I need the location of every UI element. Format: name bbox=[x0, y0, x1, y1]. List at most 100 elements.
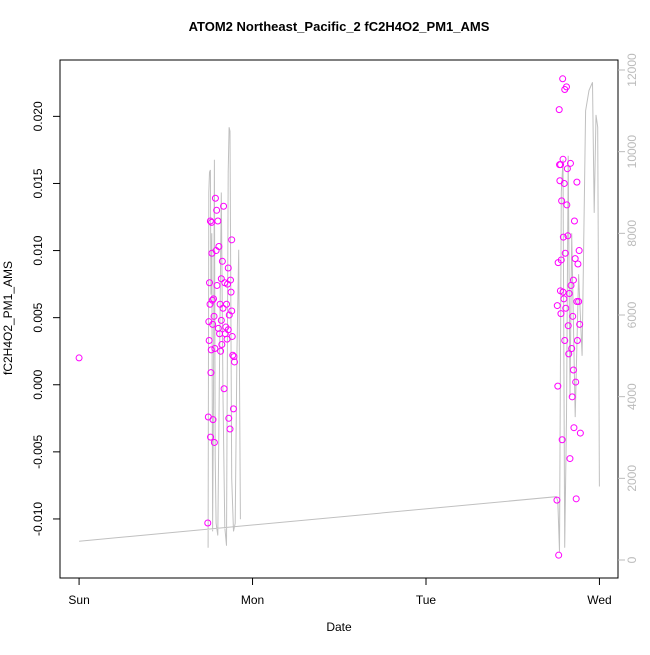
point bbox=[224, 326, 232, 334]
point bbox=[553, 496, 561, 504]
y2-tick-label: 4000 bbox=[625, 383, 639, 410]
point bbox=[207, 433, 215, 441]
point bbox=[562, 304, 570, 312]
point bbox=[559, 288, 567, 296]
y-tick-label: 0.020 bbox=[31, 101, 45, 131]
point bbox=[206, 217, 214, 225]
point bbox=[209, 416, 217, 424]
y2-tick-label: 2000 bbox=[625, 465, 639, 492]
point bbox=[214, 217, 222, 225]
point bbox=[228, 236, 236, 244]
point bbox=[573, 336, 581, 344]
point bbox=[227, 276, 235, 284]
point bbox=[560, 295, 568, 303]
point bbox=[75, 354, 83, 362]
x-tick-label: Tue bbox=[416, 593, 437, 607]
point bbox=[564, 232, 572, 240]
point bbox=[211, 345, 219, 353]
y2-tick-label: 10000 bbox=[625, 135, 639, 169]
y2-tick-label: 12000 bbox=[625, 53, 639, 87]
point bbox=[555, 551, 563, 559]
point bbox=[207, 346, 215, 354]
point bbox=[574, 260, 582, 268]
x-tick-label: Mon bbox=[241, 593, 264, 607]
point bbox=[217, 275, 225, 283]
x-tick-label: Wed bbox=[587, 593, 611, 607]
x-tick-label: Sun bbox=[68, 593, 89, 607]
y-axis-label: fC2H4O2_PM1_AMS bbox=[1, 261, 15, 375]
point bbox=[571, 255, 579, 263]
point bbox=[576, 429, 584, 437]
point bbox=[563, 165, 571, 173]
y-tick-label: 0.015 bbox=[31, 168, 45, 198]
point bbox=[572, 495, 580, 503]
point bbox=[557, 256, 565, 264]
point bbox=[220, 202, 228, 210]
point bbox=[213, 281, 221, 289]
y-tick-label: -0.005 bbox=[31, 435, 45, 469]
point bbox=[560, 179, 568, 187]
point bbox=[208, 296, 216, 304]
point bbox=[573, 178, 581, 186]
point bbox=[554, 382, 562, 390]
point bbox=[562, 83, 570, 91]
point bbox=[568, 393, 576, 401]
point bbox=[553, 302, 561, 310]
point bbox=[566, 455, 574, 463]
x-axis-label: Date bbox=[326, 620, 352, 634]
point bbox=[570, 424, 578, 432]
y-tick-label: 0.010 bbox=[31, 235, 45, 265]
point bbox=[218, 340, 226, 348]
point bbox=[225, 414, 233, 422]
point bbox=[576, 320, 584, 328]
point bbox=[565, 350, 573, 358]
point bbox=[228, 332, 236, 340]
point bbox=[210, 438, 218, 446]
y-tick-label: 0.000 bbox=[31, 369, 45, 399]
point bbox=[219, 304, 227, 312]
point bbox=[207, 369, 215, 377]
point bbox=[572, 378, 580, 386]
point bbox=[220, 385, 228, 393]
point bbox=[208, 218, 216, 226]
y2-tick-label: 0 bbox=[625, 556, 639, 563]
point bbox=[564, 322, 572, 330]
point bbox=[569, 366, 577, 374]
point bbox=[557, 310, 565, 318]
line-series bbox=[79, 82, 600, 552]
point bbox=[210, 312, 218, 320]
y2-tick-label: 8000 bbox=[625, 220, 639, 247]
point bbox=[229, 351, 237, 359]
point bbox=[217, 316, 225, 324]
point bbox=[558, 197, 566, 205]
point bbox=[204, 519, 212, 527]
point bbox=[210, 295, 218, 303]
point bbox=[211, 194, 219, 202]
point bbox=[230, 353, 238, 361]
y-tick-label: -0.010 bbox=[31, 502, 45, 536]
point bbox=[569, 276, 577, 284]
y2-tick-label: 6000 bbox=[625, 301, 639, 328]
point bbox=[570, 217, 578, 225]
point bbox=[565, 290, 573, 298]
point bbox=[573, 298, 581, 306]
point bbox=[230, 358, 238, 366]
point bbox=[223, 300, 231, 308]
point bbox=[205, 336, 213, 344]
point bbox=[224, 264, 232, 272]
point bbox=[218, 257, 226, 265]
y-tick-label: 0.005 bbox=[31, 302, 45, 332]
point bbox=[206, 300, 214, 308]
point bbox=[206, 279, 214, 287]
point bbox=[217, 347, 225, 355]
point bbox=[559, 75, 567, 83]
plot-frame bbox=[59, 59, 619, 579]
point bbox=[563, 201, 571, 209]
point bbox=[569, 312, 577, 320]
chart-title: ATOM2 Northeast_Pacific_2 fC2H4O2_PM1_AM… bbox=[189, 19, 490, 34]
point bbox=[213, 206, 221, 214]
point bbox=[226, 425, 234, 433]
point bbox=[575, 247, 583, 255]
point bbox=[557, 161, 565, 169]
